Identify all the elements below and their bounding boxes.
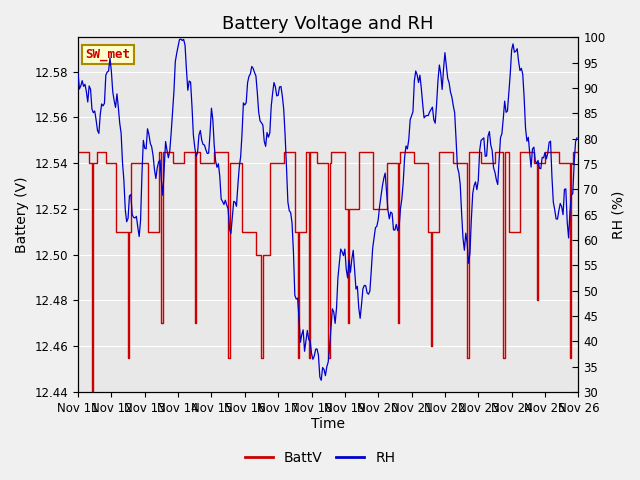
Text: SW_met: SW_met bbox=[86, 48, 131, 61]
Legend: BattV, RH: BattV, RH bbox=[239, 445, 401, 471]
Title: Battery Voltage and RH: Battery Voltage and RH bbox=[223, 15, 434, 33]
X-axis label: Time: Time bbox=[311, 418, 345, 432]
Y-axis label: RH (%): RH (%) bbox=[611, 191, 625, 239]
Y-axis label: Battery (V): Battery (V) bbox=[15, 176, 29, 253]
